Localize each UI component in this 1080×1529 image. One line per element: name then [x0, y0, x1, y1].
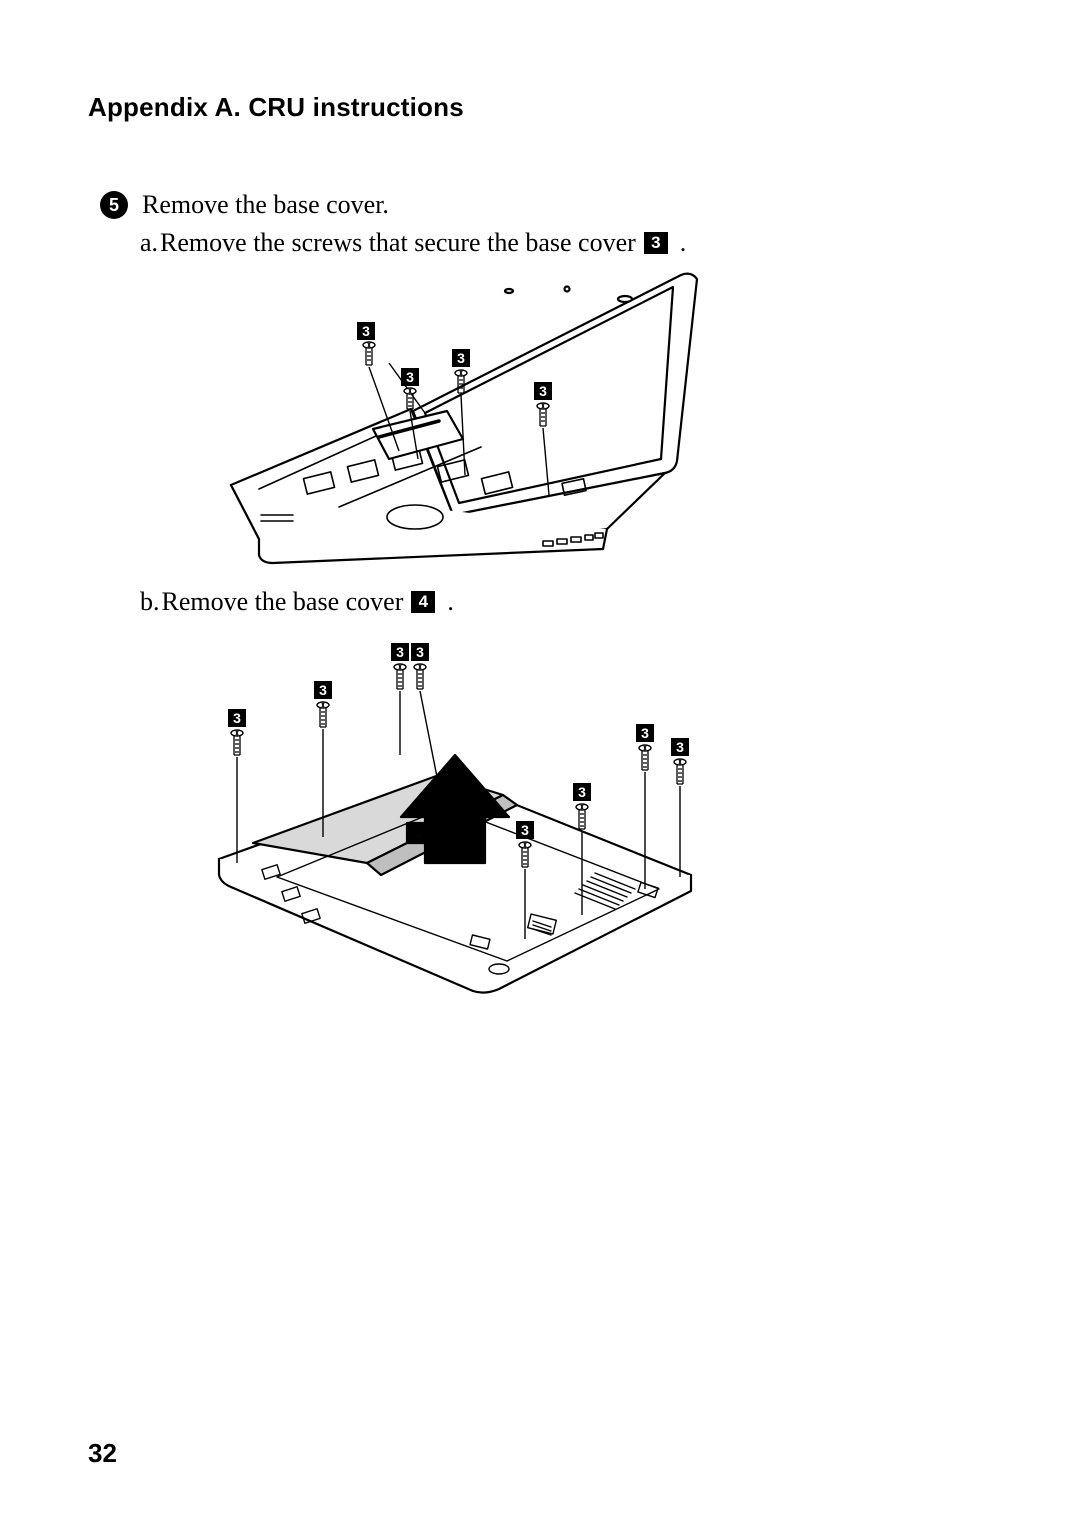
manual-page: Appendix A. CRU instructions 5 Remove th… [0, 0, 1080, 1529]
svg-text:3: 3 [521, 822, 529, 838]
substep-a-text: Remove the screws that secure the base c… [160, 228, 636, 258]
page-heading: Appendix A. CRU instructions [88, 92, 464, 123]
substep-a-prefix: a. [140, 228, 158, 258]
callout-badge-3-icon: 3 [644, 232, 668, 254]
step-number-badge: 5 [100, 191, 128, 219]
fig1-callout-2: 3 [406, 369, 414, 385]
svg-text:3: 3 [396, 644, 404, 660]
fig1-callout-3: 3 [457, 350, 465, 366]
step-5-row: 5 Remove the base cover. [100, 190, 389, 220]
substep-b: b. Remove the base cover 4 . [140, 587, 454, 617]
fig2-arrow-label: 4 [413, 825, 422, 842]
svg-text:3: 3 [641, 725, 649, 741]
svg-text:3: 3 [233, 710, 241, 726]
substep-b-text: Remove the base cover [162, 587, 404, 617]
figure-2: 4 3 3 3 3 [207, 637, 703, 995]
substep-b-suffix: . [447, 587, 454, 617]
svg-text:3: 3 [416, 644, 424, 660]
svg-text:3: 3 [319, 682, 327, 698]
fig1-callout-1: 3 [362, 323, 370, 339]
page-number: 32 [88, 1438, 117, 1469]
fig1-callout-4: 3 [539, 383, 547, 399]
substep-a: a. Remove the screws that secure the bas… [140, 228, 686, 258]
step-text: Remove the base cover. [142, 190, 389, 220]
callout-badge-4-icon: 4 [411, 591, 435, 613]
substep-a-suffix: . [680, 228, 687, 258]
figure-1: 3 3 3 [207, 263, 703, 575]
substep-b-prefix: b. [140, 587, 160, 617]
svg-text:3: 3 [676, 739, 684, 755]
svg-text:3: 3 [578, 784, 586, 800]
